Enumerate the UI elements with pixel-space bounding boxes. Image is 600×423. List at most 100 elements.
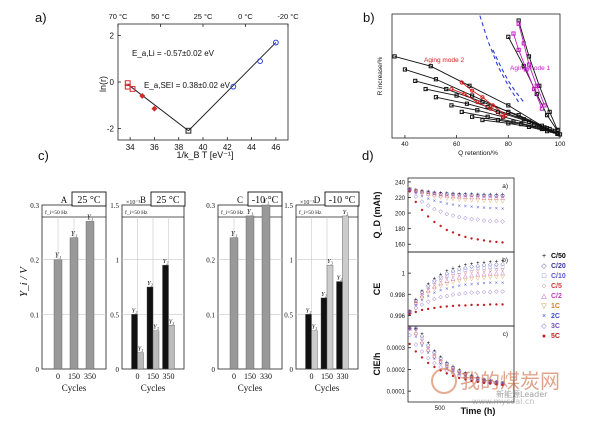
panel-d-point: + [414, 326, 417, 332]
panel-d-point: ◇ [445, 191, 450, 197]
panel-d-point: × [408, 310, 411, 316]
panel-d-point: △ [414, 330, 419, 336]
panel-d-point: + [408, 186, 411, 192]
panel-d-point: ● [470, 236, 473, 242]
panel-a-ylabel: ln(r) [98, 76, 108, 92]
panel-c-bar [336, 281, 343, 370]
panel-d-point: ◇ [420, 290, 425, 296]
panel-d-point: × [470, 376, 473, 382]
panel-d-point: ● [489, 302, 492, 308]
panel-d-point: ● [427, 360, 430, 366]
panel-d-point: △ [426, 288, 431, 294]
panel-d-point: ▽ [426, 349, 431, 355]
panel-c-ytick-label: 1.5 [284, 202, 293, 210]
panel-d-point: × [489, 281, 492, 287]
panel-c-bar-label: Y₃ [138, 346, 144, 353]
panel-d-point: □ [451, 366, 455, 372]
panel-d-point: ○ [495, 194, 498, 200]
panel-a-top-tick-label: 0 °C [238, 12, 253, 21]
panel-d-point: ● [489, 381, 492, 387]
panel-d-point: ◇ [438, 295, 443, 301]
panel-d-point: ▽ [500, 381, 505, 387]
panel-c-freq-label: f_i=50 Hz [299, 209, 322, 216]
panel-d-point: ◇ [438, 356, 443, 362]
panel-d-point: ◇ [469, 264, 474, 270]
panel-d-point: ◇ [476, 192, 481, 198]
panel-label-b: b) [363, 10, 375, 25]
panel-d-point: ◇ [469, 192, 474, 198]
panel-d-legend-marker: ● [542, 333, 546, 340]
panel-d-point: □ [464, 193, 468, 199]
panel-d-point: ◇ [457, 214, 462, 220]
panel-d-point: × [420, 343, 423, 349]
panel-d-point: ◇ [500, 380, 505, 386]
panel-d-point: ○ [470, 374, 473, 380]
panel-d-legend-marker: + [542, 253, 546, 260]
panel-d-point: ▽ [432, 194, 437, 200]
panel-b-black-curve-marker [475, 108, 480, 113]
panel-d-ylabel: CE [372, 283, 382, 296]
panel-d-point: □ [489, 193, 493, 199]
panel-d-point: ◇ [426, 190, 431, 196]
panel-d-point: × [495, 381, 498, 387]
panel-d-point: ▽ [414, 332, 419, 338]
panel-d-point: ▽ [438, 284, 443, 290]
panel-d-point: ▽ [408, 326, 413, 332]
panel-d-point: × [501, 206, 504, 212]
panel-c-xtick-label: 0 [232, 372, 236, 381]
panel-d-point: △ [488, 195, 493, 201]
panel-a-point [257, 58, 263, 65]
panel-d-point: ▽ [476, 198, 481, 204]
panel-d-point: ◇ [463, 291, 468, 297]
panel-d-ytick-label: 0.998 [390, 293, 406, 299]
panel-b-black-curve-marker [506, 34, 511, 39]
panel-d-point: □ [501, 264, 505, 270]
panel-d-point: ● [427, 306, 430, 312]
panel-d-point: ● [414, 309, 417, 315]
panel-d-point: △ [457, 194, 462, 200]
panel-c-exponent: ×10⁻³ [300, 200, 315, 206]
panel-c-bar [326, 264, 334, 370]
panel-d-point: □ [489, 379, 493, 385]
panel-d-point: ▽ [408, 310, 413, 316]
panel-d-point: ◇ [482, 193, 487, 199]
panel-b-red-curve-marker [480, 95, 485, 100]
panel-d-legend-label: C/50 [551, 253, 566, 260]
panel-b-red-curve-marker [488, 106, 493, 111]
panel-d-point: △ [494, 195, 499, 201]
panel-d-point: ○ [433, 282, 436, 288]
panel-d-point: + [445, 360, 448, 366]
panel-c-xtick-label: 0 [136, 372, 140, 381]
panel-label-d: d) [362, 148, 374, 163]
panel-d-point: ○ [408, 326, 411, 332]
panel-d-point: ● [482, 302, 485, 308]
panel-c-bar-label: Y₂ [321, 291, 328, 298]
panel-d-point: ▽ [420, 341, 425, 347]
panel-d-point: ◇ [420, 302, 425, 308]
panel-d-point: △ [469, 194, 474, 200]
panel-b-xtick-label: 100 [555, 141, 566, 148]
panel-d-point: × [439, 288, 442, 294]
panel-b-frame [391, 13, 561, 139]
panel-b-red-curve-marker [475, 100, 480, 105]
panel-d-point: ▽ [476, 276, 481, 282]
panel-c-ytick-label: 1.5 [110, 202, 119, 210]
panel-d-point: ◇ [457, 373, 462, 379]
panel-c-ytick-label: 0.3 [206, 202, 215, 210]
panel-a-xtick-label: 40 [199, 143, 208, 152]
panel-d-point: △ [463, 373, 468, 379]
panel-b-magenta-curve [518, 23, 545, 106]
panel-d-point: + [464, 371, 467, 377]
panel-d-point: × [408, 326, 411, 332]
panel-c-xtick-label: 150 [68, 372, 80, 381]
panel-d-point: ● [420, 207, 423, 213]
panel-c-ytick-label: 0 [290, 366, 294, 374]
panel-b-black-curve-marker [423, 86, 428, 92]
panel-d-point: ○ [458, 193, 461, 199]
panel-b-black-curve [482, 119, 561, 135]
panel-a-xtick-label: 46 [271, 143, 280, 152]
panel-d-point: ◇ [451, 192, 456, 198]
panel-d-point: □ [408, 187, 412, 193]
panel-d-point: ◇ [500, 382, 505, 388]
panel-c-bar-label: Y₂ [147, 280, 154, 287]
